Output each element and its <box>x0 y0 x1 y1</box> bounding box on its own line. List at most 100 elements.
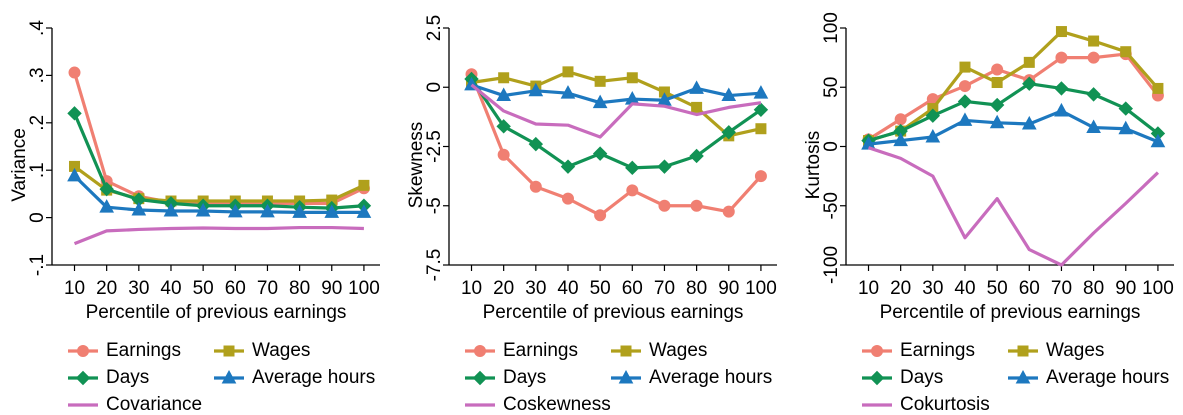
x-tick-label: 40 <box>954 278 975 299</box>
x-tick-label: 60 <box>1019 278 1040 299</box>
marker <box>324 204 340 218</box>
marker <box>989 97 1005 113</box>
marker <box>620 345 632 357</box>
marker <box>1023 56 1035 68</box>
marker <box>592 94 608 109</box>
marker <box>989 114 1005 129</box>
marker <box>721 87 737 102</box>
marker <box>893 132 909 147</box>
marker <box>991 63 1004 76</box>
legend-label: Earnings <box>900 340 975 361</box>
marker <box>528 82 544 97</box>
marker <box>496 119 511 134</box>
marker <box>625 160 640 176</box>
marker <box>925 128 941 143</box>
x-tick-label: 10 <box>858 278 879 299</box>
y-tick-label: -.1 <box>27 254 48 276</box>
marker <box>1086 87 1101 102</box>
y-tick-label: .4 <box>27 20 48 36</box>
marker <box>99 181 114 197</box>
x-tick-label: 20 <box>493 278 514 299</box>
series-line <box>471 83 762 105</box>
marker <box>618 369 634 384</box>
marker <box>474 345 486 357</box>
marker <box>925 108 941 123</box>
marker <box>75 370 91 386</box>
y-tick-label: 0 <box>821 141 842 152</box>
x-tick-label: 20 <box>890 278 911 299</box>
marker <box>957 94 973 109</box>
marker <box>67 167 82 182</box>
series-line <box>470 73 763 217</box>
y-tick-label: 0 <box>27 212 48 223</box>
x-tick-label: 100 <box>1142 278 1174 299</box>
marker <box>221 369 237 384</box>
marker <box>755 123 767 135</box>
marker <box>1120 46 1132 58</box>
marker <box>592 146 608 161</box>
x-tick-label: 80 <box>1083 278 1104 299</box>
x-tick-label: 70 <box>1051 278 1072 299</box>
marker <box>131 201 147 216</box>
y-axis-label: Kurtosis <box>803 131 824 200</box>
x-tick-label: 40 <box>160 278 181 299</box>
y-tick-label: .2 <box>27 115 48 131</box>
x-tick-label: 80 <box>289 278 310 299</box>
legend-label: Covariance <box>106 394 202 415</box>
x-tick-label: 20 <box>96 278 117 299</box>
marker <box>594 75 606 87</box>
marker <box>292 204 307 218</box>
legend-label: Earnings <box>106 340 181 361</box>
x-tick-label: 50 <box>987 278 1008 299</box>
x-tick-label: 40 <box>557 278 578 299</box>
y-tick-label: 50 <box>821 77 842 98</box>
legend-label: Days <box>900 367 943 388</box>
legend-label: Wages <box>1046 340 1104 361</box>
y-tick-label: -2.5 <box>424 130 445 163</box>
y-tick-label: 2.5 <box>424 15 445 41</box>
x-tick-label: 60 <box>225 278 246 299</box>
x-tick-label: 100 <box>348 278 380 299</box>
marker <box>68 66 81 79</box>
legend-label: Average hours <box>649 367 772 388</box>
y-tick-label: .1 <box>27 162 48 178</box>
marker <box>1152 82 1164 94</box>
series-line <box>868 109 1159 146</box>
marker <box>356 204 372 218</box>
legend-label: Coskewness <box>503 394 611 415</box>
marker <box>754 170 767 183</box>
marker <box>67 106 82 121</box>
x-tick-label: 100 <box>745 278 777 299</box>
marker <box>1021 115 1037 130</box>
marker <box>529 180 542 193</box>
marker <box>1054 102 1069 117</box>
marker <box>871 345 883 357</box>
x-tick-label: 80 <box>686 278 707 299</box>
marker <box>1118 120 1134 135</box>
legend-label: Average hours <box>252 367 375 388</box>
y-axis-label: Variance <box>9 128 30 202</box>
marker <box>691 101 703 113</box>
series-line <box>73 112 365 210</box>
series-line <box>470 83 762 139</box>
y-tick-label: 100 <box>821 12 842 44</box>
marker <box>753 85 769 99</box>
x-tick-label: 50 <box>590 278 611 299</box>
series-line <box>868 29 1160 143</box>
marker <box>1087 51 1100 64</box>
marker <box>1086 119 1101 134</box>
x-tick-label: 90 <box>718 278 739 299</box>
marker <box>689 148 704 164</box>
marker <box>626 72 638 84</box>
marker <box>497 148 510 161</box>
x-tick-label: 90 <box>1115 278 1136 299</box>
marker <box>260 203 275 218</box>
series-line <box>470 78 762 170</box>
x-tick-label: 10 <box>64 278 85 299</box>
x-axis-label: Percentile of previous earnings <box>483 302 744 323</box>
marker <box>562 66 574 78</box>
marker <box>626 184 639 197</box>
x-tick-label: 50 <box>193 278 214 299</box>
legend-label: Average hours <box>1046 367 1169 388</box>
y-axis-label: Skewness <box>406 122 427 209</box>
